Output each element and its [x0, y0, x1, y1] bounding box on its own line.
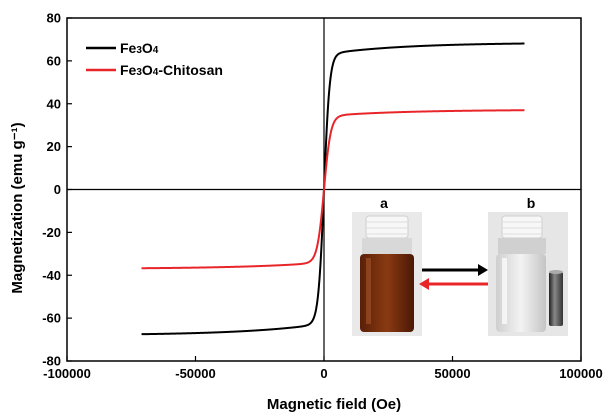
- y-tick-label: -60: [42, 311, 61, 326]
- y-tick-label: 80: [47, 11, 61, 26]
- photo-b: [488, 212, 568, 336]
- x-tick-label: 100000: [559, 366, 602, 381]
- series-layer: [141, 42, 525, 336]
- y-tick-label: 60: [47, 53, 61, 68]
- series-line-1: [141, 42, 525, 336]
- y-tick-label: 40: [47, 96, 61, 111]
- legend: Fe3O4 Fe3O4-Chitosan: [86, 40, 223, 78]
- arrow-back: [419, 278, 488, 290]
- tick-labels: -100000 -50000 0 50000 100000 -80 -60 -40 -20 0 20…: [42, 11, 602, 382]
- x-tick-label: -100000: [43, 366, 91, 381]
- photo-b-label: b: [527, 195, 536, 211]
- inset-photos: a b: [352, 195, 568, 336]
- y-tick-label: 0: [54, 182, 61, 197]
- y-tick-label: -40: [42, 268, 61, 283]
- series-line-2: [141, 109, 525, 270]
- axis-ticks: [66, 17, 582, 362]
- y-axis-label: Magnetization (emu g⁻¹): [9, 122, 26, 293]
- photo-a: [352, 212, 422, 336]
- x-tick-label: 50000: [434, 366, 470, 381]
- y-tick-label: -20: [42, 225, 61, 240]
- x-tick-label: 0: [320, 366, 327, 381]
- legend-entry-2: Fe3O4-Chitosan: [120, 62, 223, 78]
- arrow-forward: [422, 264, 488, 276]
- y-tick-label: 20: [47, 139, 61, 154]
- photo-a-label: a: [380, 195, 388, 211]
- x-axis-label: Magnetic field (Oe): [267, 396, 401, 413]
- x-tick-label: -50000: [175, 366, 215, 381]
- y-tick-label: -80: [42, 354, 61, 369]
- magnet: [549, 272, 563, 326]
- legend-entry-1: Fe3O4: [120, 40, 159, 56]
